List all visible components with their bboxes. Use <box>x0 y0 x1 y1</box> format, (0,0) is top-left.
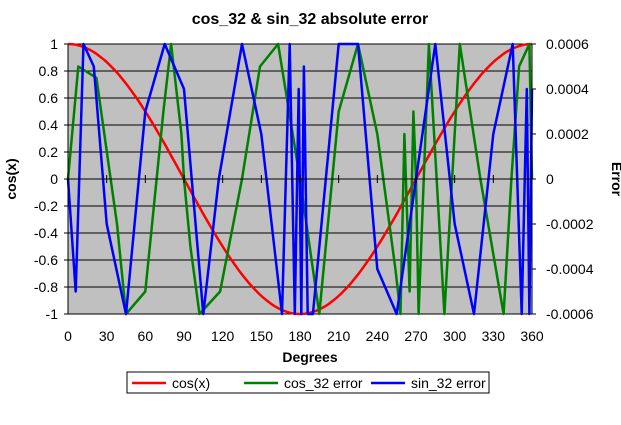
x-tick-label-5: 150 <box>250 328 274 344</box>
y-left-tick-label-6: 0.2 <box>39 144 59 160</box>
x-axis-title: Degrees <box>282 349 337 365</box>
legend-label-2: sin_32 error <box>411 375 486 391</box>
y-right-tick-label-3: 0 <box>546 171 554 187</box>
y-left-tick-label-8: 0.6 <box>39 90 59 106</box>
legend-label-0: cos(x) <box>172 375 210 391</box>
legend-label-1: cos_32 error <box>284 375 363 391</box>
y-right-tick-label-2: -0.0002 <box>546 216 594 232</box>
x-tick-label-11: 330 <box>482 328 506 344</box>
y-left-tick-label-5: 0 <box>50 171 58 187</box>
y-left-tick-label-10: 1 <box>50 36 58 52</box>
y-left-tick-label-7: 0.4 <box>39 117 59 133</box>
x-tick-label-9: 270 <box>404 328 428 344</box>
y-left-tick-label-3: -0.4 <box>34 225 58 241</box>
x-tick-label-4: 120 <box>211 328 235 344</box>
x-tick-label-10: 300 <box>443 328 467 344</box>
x-tick-label-2: 60 <box>138 328 154 344</box>
y-axis-title-left: cos(x) <box>3 158 19 199</box>
chart-title: cos_32 & sin_32 absolute error <box>192 11 429 28</box>
y-axis-title-right: Error <box>609 162 621 197</box>
x-tick-label-8: 240 <box>366 328 390 344</box>
y-right-tick-label-1: -0.0004 <box>546 261 594 277</box>
x-tick-label-7: 210 <box>327 328 351 344</box>
axes: 0 30 60 90 120 150 180 210 240 270 300 330 360 -1 -0.8… <box>34 36 594 344</box>
y-left-tick-label-9: 0.8 <box>39 63 59 79</box>
x-tick-label-1: 30 <box>99 328 115 344</box>
y-left-tick-label-4: -0.2 <box>34 198 58 214</box>
x-tick-label-12: 360 <box>520 328 544 344</box>
y-left-tick-label-2: -0.6 <box>34 252 58 268</box>
series-line-cos-32-error <box>66 42 534 316</box>
x-tick-label-6: 180 <box>288 328 312 344</box>
y-right-tick-label-0: -0.0006 <box>546 306 594 322</box>
y-right-tick-label-5: 0.0004 <box>546 81 589 97</box>
y-right-tick-label-4: 0.0002 <box>546 126 589 142</box>
y-left-tick-label-1: -0.8 <box>34 279 58 295</box>
legend: cos(x) cos_32 error sin_32 error <box>126 371 490 394</box>
y-left-tick-label-0: -1 <box>46 306 59 322</box>
legend-box <box>126 371 490 394</box>
y-right-tick-label-6: 0.0006 <box>546 36 589 52</box>
x-tick-label-3: 90 <box>176 328 192 344</box>
x-tick-label-0: 0 <box>64 328 72 344</box>
